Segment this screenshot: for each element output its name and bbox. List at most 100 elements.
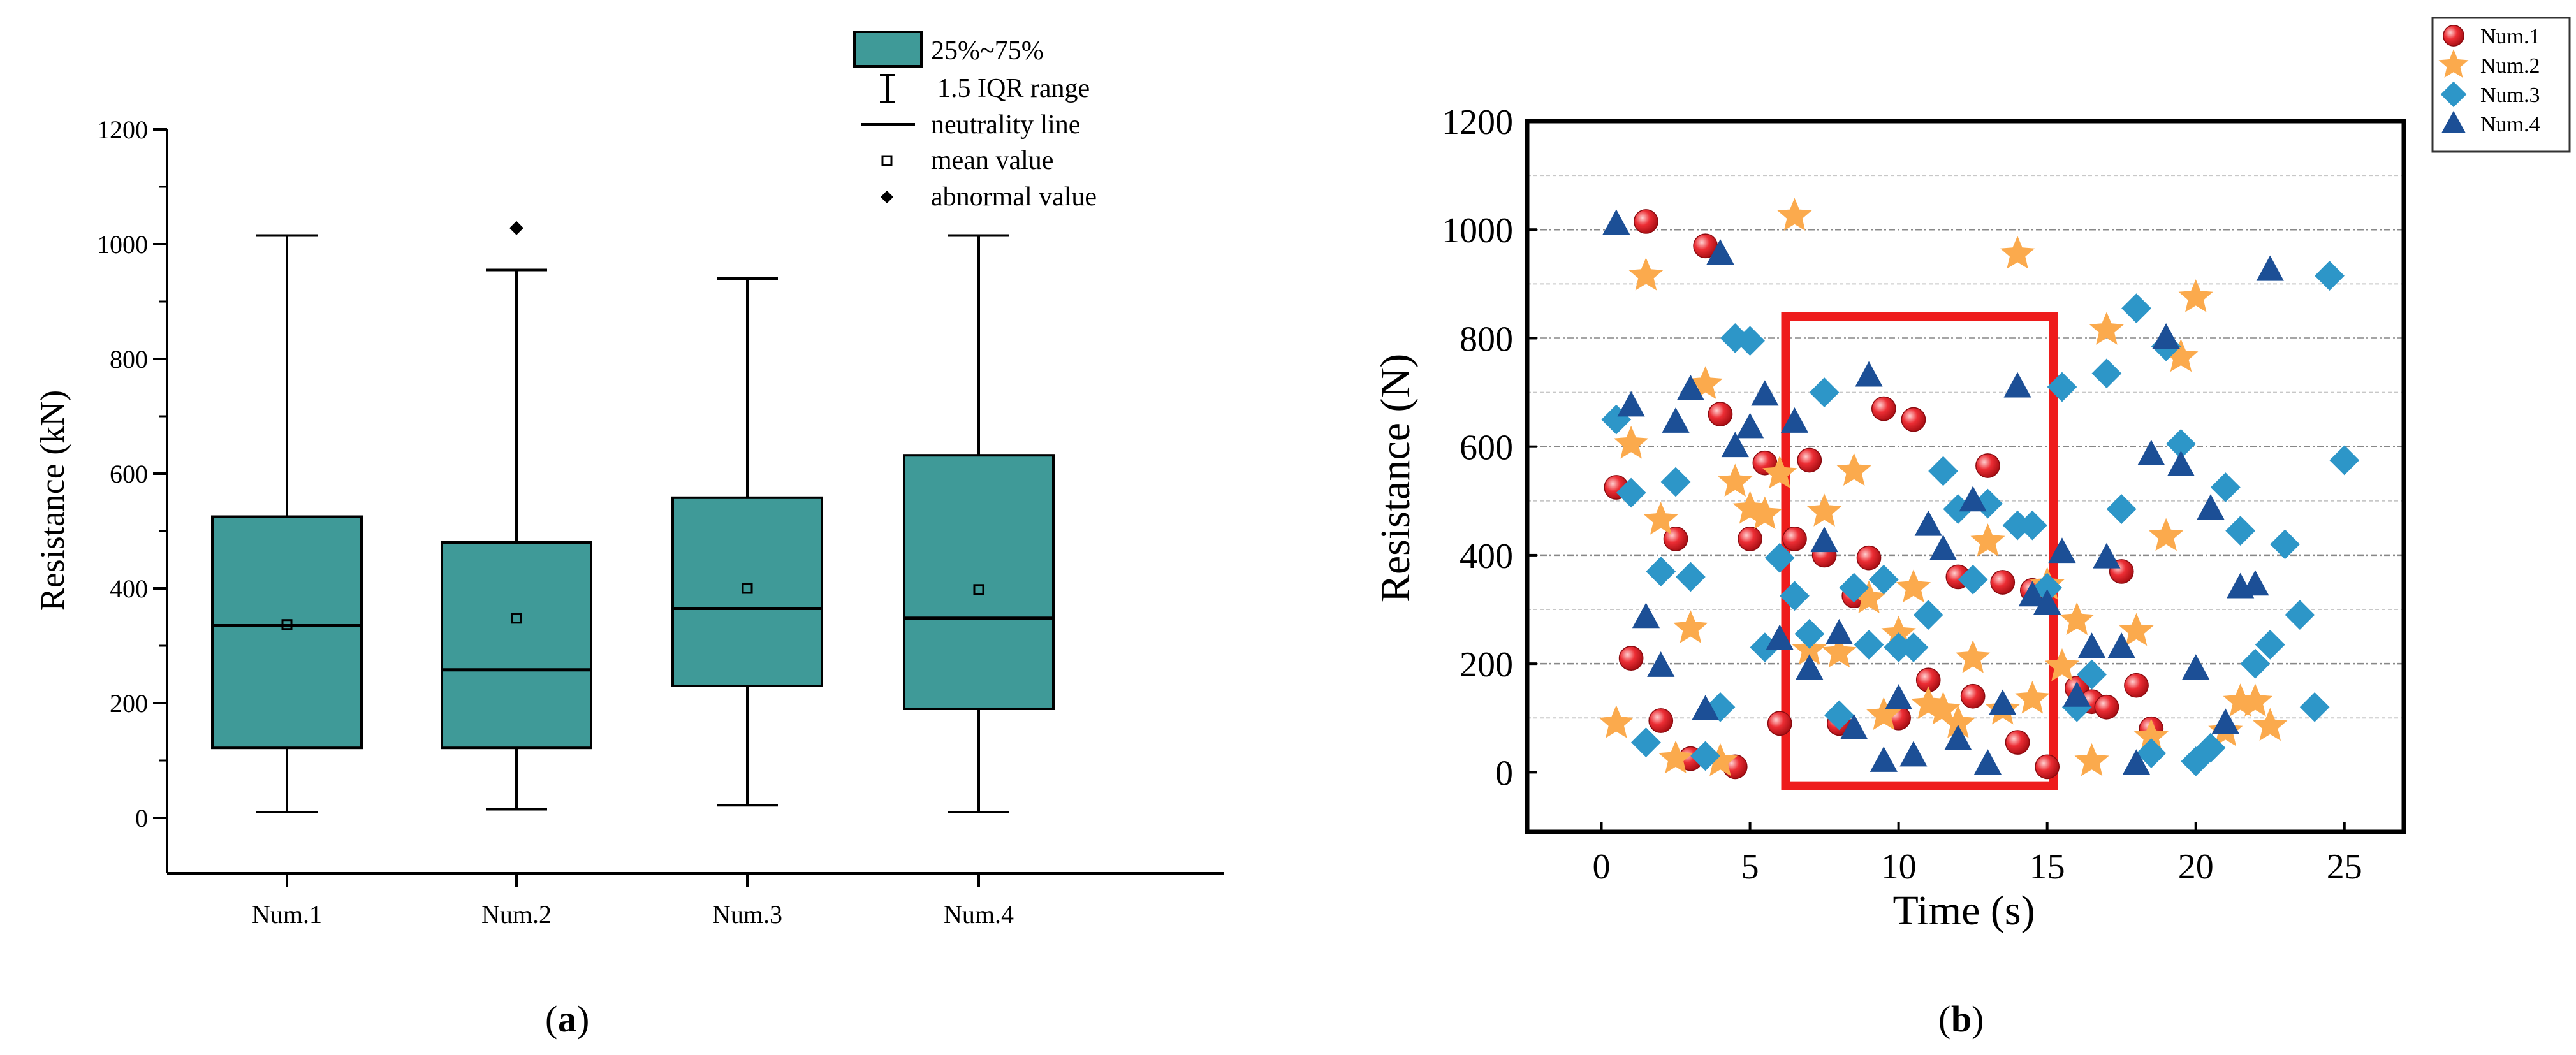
data-point	[2210, 472, 2241, 502]
panel-a-boxes	[211, 221, 1055, 813]
panel-b-y-axis-label: Resistance (N)	[1372, 354, 1419, 602]
data-point	[2077, 632, 2106, 658]
data-point	[1782, 527, 1807, 551]
data-point	[2270, 529, 2300, 560]
y-tick-label: 0	[135, 804, 148, 833]
outlier-marker	[509, 221, 523, 235]
data-point	[2241, 570, 2269, 596]
data-point	[1840, 713, 1868, 739]
data-point	[2167, 451, 2195, 476]
panel-b-legend: Num.1 Num.2 Num.3 Num.4	[2431, 17, 2571, 153]
panel-a-y-axis-label: Resistance (kN)	[33, 390, 71, 611]
data-point	[1797, 447, 1822, 473]
data-point	[2044, 648, 2080, 681]
legend-box-label: 25%~75%	[931, 36, 1044, 66]
legend-mean-icon	[881, 155, 893, 166]
data-point	[1989, 689, 2017, 715]
data-point	[1958, 564, 1988, 595]
data-point	[1738, 527, 1762, 551]
x-tick-label: 20	[2178, 847, 2214, 887]
data-point	[1975, 453, 2000, 478]
legend-range-icon	[880, 74, 895, 103]
data-point	[1751, 380, 1779, 406]
data-point	[1896, 569, 1931, 602]
x-tick-label: Num.3	[712, 900, 782, 929]
panel-b-letter: b	[1951, 998, 1972, 1040]
data-point	[2061, 692, 2092, 722]
data-point	[2060, 602, 2095, 636]
data-point	[2182, 654, 2210, 680]
data-point	[1702, 743, 1738, 776]
y-tick-label: 400	[110, 574, 148, 603]
data-point	[1706, 239, 1734, 265]
panel-a-letter: a	[558, 998, 576, 1040]
data-point	[1836, 453, 1871, 486]
data-point	[1960, 683, 1986, 709]
data-point	[2299, 692, 2330, 722]
data-point	[1839, 572, 1870, 603]
data-point	[1780, 407, 1809, 433]
x-tick-label: Num.4	[944, 900, 1014, 929]
data-point	[1618, 646, 1644, 671]
data-point	[1676, 374, 1704, 400]
box-num3	[671, 277, 823, 807]
data-point	[1807, 493, 1842, 527]
x-tick-label: 0	[1593, 847, 1611, 887]
data-point	[1928, 456, 1958, 486]
data-point	[1599, 705, 1634, 738]
data-point	[1898, 632, 1929, 663]
y-tick-label: 1200	[97, 115, 148, 144]
data-point	[2166, 429, 2196, 459]
legend-mean-label: mean value	[931, 146, 1053, 175]
legend-median-label: neutrality line	[931, 110, 1080, 140]
panel-b-y-ticks: 0 200 400 600 800 1000 1200	[1442, 103, 1537, 793]
data-point	[1692, 695, 1720, 720]
panel-b-points	[1599, 198, 2360, 780]
data-point	[1856, 545, 1882, 571]
data-point	[2329, 445, 2360, 476]
data-point	[1956, 640, 1991, 673]
data-point	[2048, 537, 2076, 564]
panel-b-caption: ( b )	[1938, 998, 1984, 1040]
data-point	[2047, 372, 2077, 402]
data-point	[1648, 708, 1674, 733]
data-point	[2240, 648, 2271, 679]
y-tick-label: 600	[1460, 428, 1513, 468]
series-num4	[1602, 209, 2284, 775]
y-tick-label: 800	[1460, 319, 1513, 359]
data-point	[1747, 496, 1782, 530]
data-point	[1794, 618, 1825, 649]
data-point	[1943, 494, 1973, 524]
data-point	[1690, 741, 1721, 771]
data-point	[2152, 323, 2180, 349]
data-point	[1616, 477, 1646, 508]
y-tick-label: 400	[1460, 537, 1513, 576]
data-point	[1940, 705, 1975, 738]
data-point	[1871, 396, 1896, 421]
data-point	[2149, 518, 2184, 551]
data-point	[1628, 258, 1664, 291]
data-point	[1721, 432, 1749, 458]
data-point	[1764, 542, 1795, 573]
data-point	[2017, 510, 2047, 541]
data-point	[2315, 261, 2345, 291]
panel-a-caption: ( a )	[545, 998, 589, 1040]
data-point	[1810, 527, 1838, 553]
panel-b-x-ticks: 0 5 10 15 20 25	[1593, 822, 2362, 887]
iqr-box	[903, 454, 1055, 710]
series-num3	[1601, 261, 2360, 776]
data-point	[1990, 570, 2016, 595]
data-point	[2091, 358, 2122, 389]
data-point	[2163, 338, 2199, 372]
x-tick-label: 15	[2030, 847, 2065, 887]
legend-box-swatch	[853, 31, 923, 68]
data-point	[1914, 510, 1942, 536]
data-point	[1673, 610, 1708, 643]
data-point	[2121, 293, 2151, 324]
y-tick-label: 200	[110, 689, 148, 718]
y-tick-label: 1000	[1442, 211, 1513, 251]
data-point	[1646, 557, 1676, 586]
data-point	[2178, 279, 2213, 312]
